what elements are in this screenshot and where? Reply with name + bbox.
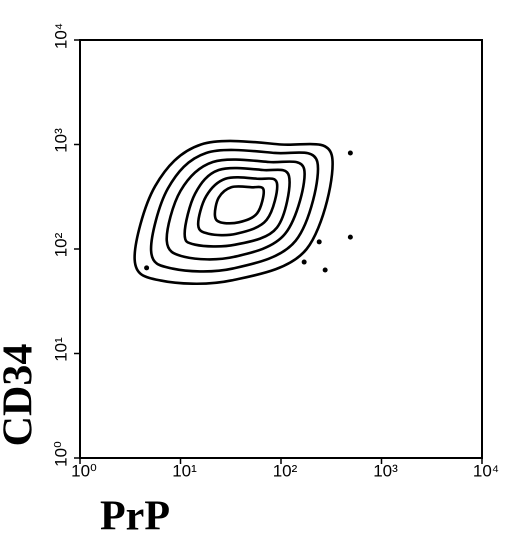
y-tick-label: 10² [51,232,70,257]
contour-line [213,185,266,225]
x-tick-label: 10⁴ [473,461,499,480]
outlier-point [316,239,322,245]
x-axis-label: PrP [100,494,170,540]
x-tick-label: 10³ [373,461,398,480]
y-tick-label: 10¹ [51,337,70,362]
contour-line [183,166,291,248]
outlier-point [301,259,307,265]
y-axis-label: CD34 [0,344,42,447]
outlier-point [347,150,353,156]
y-tick-label: 10³ [51,128,70,153]
outlier-point [144,265,150,271]
x-tick-label: 10² [273,461,298,480]
plot-frame [79,39,483,459]
contour-line [149,148,320,273]
x-tick-label: 10¹ [172,461,197,480]
outlier-point [322,267,328,273]
contour-line [165,158,306,261]
x-tick-label: 10⁰ [71,461,97,480]
contour-line [133,139,334,286]
contour-line [196,176,279,237]
outlier-point [347,234,353,240]
y-tick-label: 10⁴ [51,23,70,49]
y-tick-label: 10⁰ [51,441,70,467]
